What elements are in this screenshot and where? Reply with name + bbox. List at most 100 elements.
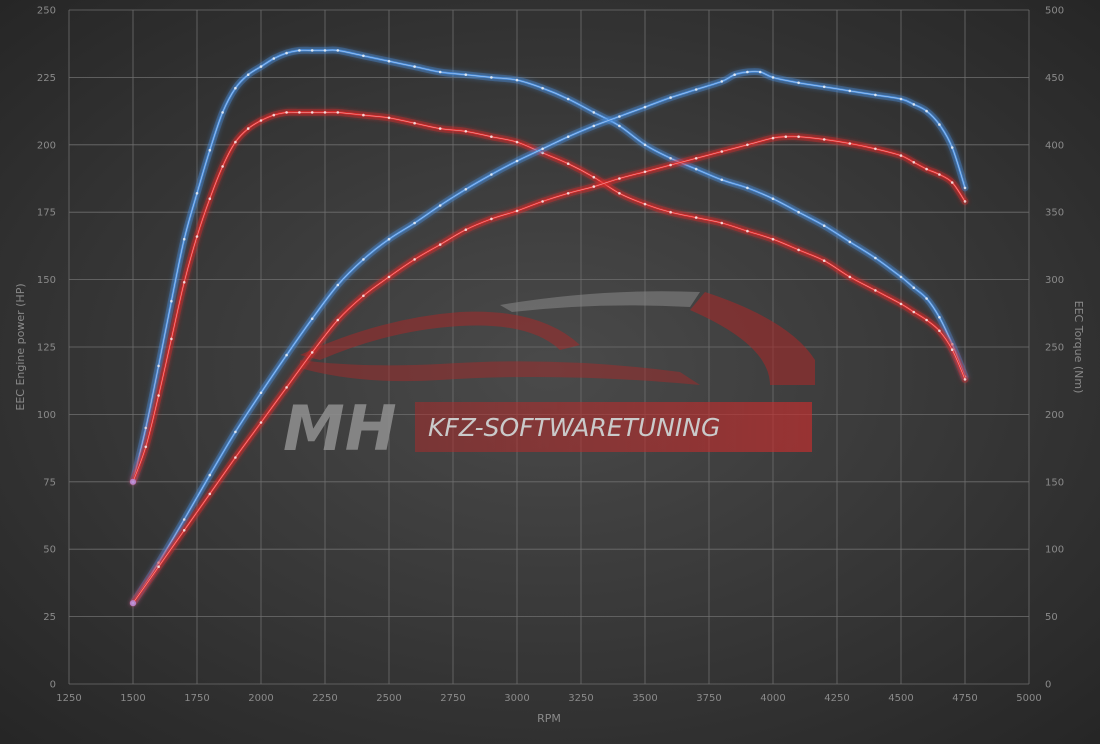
data-point-stock_torque (208, 492, 212, 496)
data-point-tuned_torque (669, 96, 672, 99)
x-tick-label: 3000 (504, 693, 529, 704)
data-point-stock_torque (720, 150, 724, 153)
data-point-stock_power (298, 111, 301, 114)
data-point-stock_power (310, 111, 314, 114)
data-point-tuned_power (144, 426, 148, 430)
data-point-tuned_torque (694, 88, 698, 91)
data-point-stock_torque (515, 209, 519, 213)
data-point-stock_power (323, 111, 327, 114)
data-point-tuned_power (771, 197, 775, 200)
data-point-tuned_torque (938, 123, 941, 126)
data-point-tuned_power (221, 111, 224, 114)
data-point-tuned_torque (899, 97, 903, 101)
data-point-tuned_power (541, 86, 544, 90)
data-point-stock_power (234, 140, 237, 144)
data-point-tuned_power (490, 76, 493, 79)
data-point-stock_torque (912, 161, 916, 164)
grid-lines (68, 9, 1030, 685)
data-point-tuned_torque (618, 115, 621, 118)
data-point-tuned_torque (797, 81, 800, 85)
data-point-stock_torque (310, 351, 314, 354)
watermark-logo: MH KFZ-SOFTWARETUNING (283, 291, 815, 465)
series-stock_torque (129, 132, 969, 607)
watermark-mh-text: MH (283, 392, 397, 465)
data-point-tuned_power (310, 49, 314, 52)
x-tick-label: 4000 (760, 693, 785, 704)
data-point-tuned_power (298, 49, 301, 52)
data-point-stock_power (694, 216, 698, 219)
data-point-tuned_torque (733, 73, 736, 76)
data-point-tuned_torque (310, 317, 314, 321)
data-point-tuned_power (618, 124, 621, 128)
data-point-stock_power (208, 197, 212, 200)
x-tick-label: 2250 (312, 693, 337, 704)
data-point-stock_torque (874, 147, 877, 151)
data-point-stock_power (618, 192, 621, 195)
data-point-tuned_torque (515, 159, 519, 163)
data-point-stock_power (246, 127, 250, 130)
data-point-stock_torque (746, 143, 749, 147)
y-right-tick-label: 0 (1045, 680, 1051, 691)
series-highlight-stock_power (132, 111, 966, 482)
data-point-tuned_power (362, 54, 365, 58)
data-point-tuned_torque (464, 188, 468, 191)
watermark-car-body (300, 360, 700, 385)
data-point-tuned_power (285, 51, 288, 55)
data-point-tuned_torque (874, 93, 877, 97)
data-point-stock_torque (694, 157, 698, 160)
y-left-tick-label: 175 (37, 208, 56, 219)
x-tick-label: 2000 (248, 693, 273, 704)
data-point-stock_power (221, 165, 224, 168)
data-point-tuned_power (195, 192, 199, 195)
data-point-stock_torque (336, 318, 340, 322)
data-point-stock_power (387, 116, 391, 120)
data-point-tuned_torque (720, 80, 724, 83)
data-point-stock_torque (285, 386, 288, 389)
data-point-stock_torque (797, 135, 800, 138)
data-point-tuned_power (848, 240, 852, 244)
data-point-stock_power (362, 113, 365, 117)
series-tuned_torque (129, 67, 969, 607)
data-point-tuned_torque (413, 221, 416, 225)
data-point-stock_power (771, 237, 775, 241)
data-point-stock_torque (963, 200, 967, 203)
data-point-stock_power (259, 119, 263, 122)
x-axis-title: RPM (537, 712, 561, 725)
data-point-stock_torque (771, 136, 775, 140)
x-tick-label: 3500 (632, 693, 657, 704)
data-point-stock_power (413, 121, 416, 125)
series-highlight-tuned_torque (132, 71, 966, 604)
data-point-stock_torque (157, 565, 160, 568)
data-point-stock_torque (234, 456, 237, 459)
y-left-tick-label: 225 (37, 73, 56, 84)
data-point-tuned_power (797, 210, 800, 214)
data-point-stock_torque (938, 173, 941, 176)
data-point-stock_power (938, 329, 941, 333)
data-point-tuned_torque (336, 283, 340, 287)
data-point-tuned_power (208, 148, 212, 152)
data-point-stock_power (464, 130, 468, 133)
data-point-stock_power (822, 259, 826, 263)
data-point-tuned_torque (362, 258, 365, 261)
data-point-stock_power (490, 135, 493, 138)
data-point-stock_torque (592, 185, 596, 188)
data-point-stock_power (182, 281, 186, 284)
x-tick-label: 1500 (120, 693, 145, 704)
data-point-tuned_power (925, 297, 928, 300)
x-tick-label: 3250 (568, 693, 593, 704)
data-point-tuned_power (694, 167, 698, 171)
watermark-tagline: KFZ-SOFTWARETUNING (428, 413, 720, 442)
y-left-tick-label: 125 (37, 343, 56, 354)
data-point-tuned_power (938, 316, 941, 319)
data-point-stock_torque (848, 142, 852, 145)
x-tick-label: 2750 (440, 693, 465, 704)
watermark-arc-red (690, 292, 815, 385)
series-lines (129, 46, 969, 607)
series-tuned_power (129, 46, 969, 486)
data-point-tuned_power (669, 157, 672, 160)
y-axis-left-title: EEC Engine power (HP) (14, 283, 27, 410)
y-right-tick-label: 400 (1045, 140, 1064, 151)
data-point-stock_power (592, 175, 596, 179)
data-point-tuned_torque (822, 85, 826, 89)
